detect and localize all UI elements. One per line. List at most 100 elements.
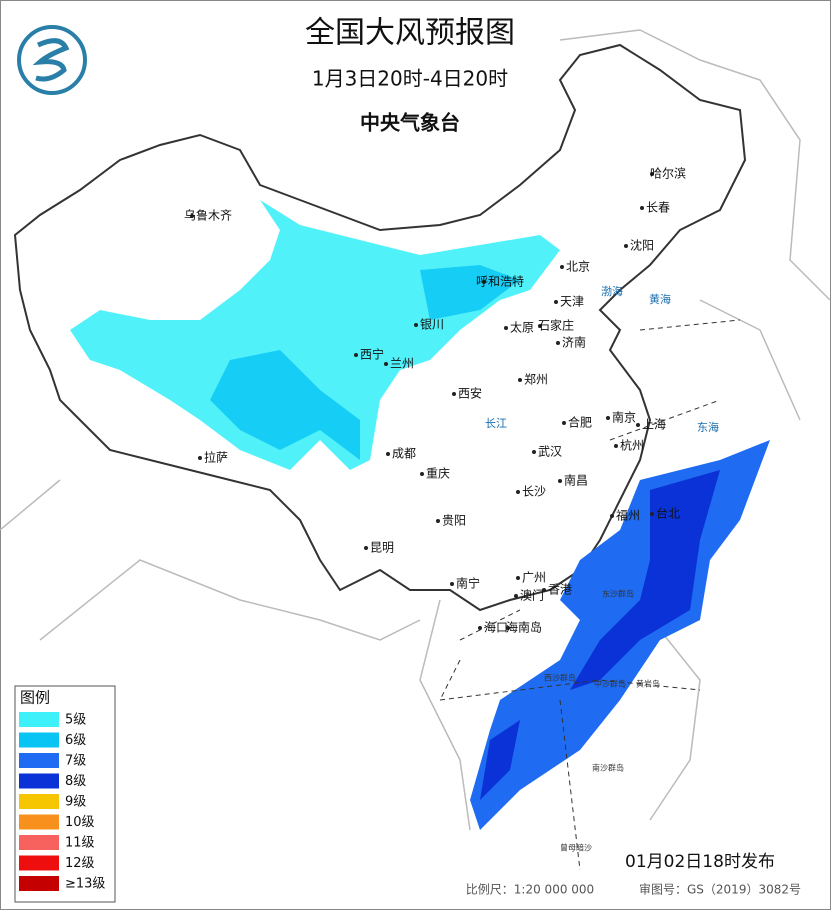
legend-title: 图例 bbox=[20, 689, 50, 707]
legend-swatch bbox=[19, 814, 59, 830]
city-label: 杭州 bbox=[620, 438, 644, 453]
legend-label: 8级 bbox=[65, 774, 86, 789]
city-label: 西宁 bbox=[360, 347, 384, 362]
city-label: 郑州 bbox=[524, 372, 548, 387]
city-dot bbox=[562, 421, 566, 425]
island-label: 中沙群岛 bbox=[594, 679, 626, 689]
city-dot bbox=[650, 512, 654, 516]
city-label: 呼和浩特 bbox=[476, 274, 524, 289]
city-label: 重庆 bbox=[426, 467, 450, 481]
city-label: 上海 bbox=[642, 417, 666, 432]
sea-boundaries bbox=[439, 319, 741, 871]
island-label: 西沙群岛 bbox=[544, 673, 576, 683]
city-label: 长沙 bbox=[522, 485, 546, 499]
wind-zone-5 bbox=[70, 200, 560, 470]
city-label: 福州 bbox=[616, 508, 640, 523]
wind-zone-6 bbox=[210, 265, 520, 460]
city-dot bbox=[354, 353, 358, 357]
city-label: 广州 bbox=[522, 571, 546, 585]
legend-label: 9级 bbox=[65, 795, 86, 810]
city-label: 北京 bbox=[566, 260, 590, 274]
city-label: 南宁 bbox=[456, 576, 480, 591]
city-dot bbox=[556, 341, 560, 345]
title: 全国大风预报图 bbox=[305, 16, 515, 51]
issuer: 中央气象台 bbox=[360, 111, 460, 135]
city-label: 贵阳 bbox=[442, 514, 466, 528]
island-label: 东沙群岛 bbox=[602, 589, 634, 599]
city-dot bbox=[606, 416, 610, 420]
issued: 01月02日18时发布 bbox=[625, 852, 775, 872]
city-dot bbox=[478, 626, 482, 630]
legend-label: 7级 bbox=[65, 754, 86, 769]
sea-label: 渤海 bbox=[601, 284, 623, 298]
island-label: 曾母暗沙 bbox=[560, 843, 592, 853]
review: 审图号：GS（2019）3082号 bbox=[639, 882, 801, 897]
city-dot bbox=[190, 214, 194, 218]
city-label: 合肥 bbox=[568, 415, 592, 430]
legend-swatch bbox=[19, 794, 59, 809]
sea-label: 东海 bbox=[697, 420, 719, 434]
wind-zone-8 bbox=[480, 470, 720, 800]
city-label: 香港 bbox=[548, 583, 572, 597]
city-label: 南昌 bbox=[564, 473, 588, 488]
city-dot bbox=[554, 300, 558, 304]
legend-swatch bbox=[19, 753, 59, 768]
city-dot bbox=[610, 514, 614, 518]
city-dot bbox=[414, 323, 418, 327]
city-label: 石家庄 bbox=[538, 318, 574, 333]
sea-label: 长江 bbox=[485, 417, 507, 430]
city-label: 南京 bbox=[612, 410, 636, 425]
legend-label: ≥13级 bbox=[65, 877, 105, 892]
city-label: 哈尔滨 bbox=[650, 166, 686, 181]
city-dot bbox=[518, 378, 522, 382]
city-label: 拉萨 bbox=[204, 450, 228, 465]
city-dot bbox=[364, 546, 368, 550]
city-label: 沈阳 bbox=[630, 238, 654, 253]
city-dot bbox=[624, 244, 628, 248]
island-label: 黄岩岛 bbox=[636, 679, 660, 689]
city-label: 银川 bbox=[420, 318, 444, 332]
legend-swatch bbox=[19, 732, 59, 748]
city-label: 海口 bbox=[484, 620, 508, 635]
city-dot bbox=[538, 324, 542, 328]
city-dot bbox=[532, 450, 536, 454]
legend-swatch bbox=[19, 712, 59, 727]
scale: 比例尺：1:20 000 000 bbox=[466, 883, 594, 897]
city-dot bbox=[636, 423, 640, 427]
legend-label: 6级 bbox=[65, 733, 86, 748]
city-dot bbox=[558, 479, 562, 483]
city-dot bbox=[650, 172, 654, 176]
logo-mark bbox=[32, 38, 70, 82]
city-label: 长春 bbox=[646, 201, 670, 215]
legend-swatch bbox=[19, 855, 59, 871]
neighbor-borders bbox=[0, 29, 831, 831]
legend-label: 5级 bbox=[65, 713, 86, 728]
city-label: 昆明 bbox=[370, 541, 394, 555]
city-dot bbox=[614, 444, 618, 448]
city-label: 乌鲁木齐 bbox=[184, 208, 232, 223]
subtitle: 1月3日20时-4日20时 bbox=[312, 67, 508, 91]
city-label: 澳门 bbox=[520, 588, 544, 603]
city-label: 武汉 bbox=[538, 445, 562, 459]
city-label: 济南 bbox=[562, 335, 586, 350]
city-dot bbox=[516, 490, 520, 494]
city-dot bbox=[514, 594, 518, 598]
legend-swatch bbox=[19, 835, 59, 850]
city-dot bbox=[516, 576, 520, 580]
city-dot bbox=[640, 206, 644, 210]
legend-label: 10级 bbox=[65, 815, 95, 830]
city-dot bbox=[560, 265, 564, 269]
legend-swatch bbox=[19, 876, 59, 891]
city-dot bbox=[542, 588, 546, 592]
city-dot bbox=[198, 456, 202, 460]
city-label: 太原 bbox=[510, 320, 534, 335]
legend-swatch bbox=[19, 773, 59, 789]
city-label: 台北 bbox=[656, 506, 680, 521]
city-label: 兰州 bbox=[390, 357, 414, 371]
city-dot bbox=[452, 392, 456, 396]
city-dot bbox=[450, 582, 454, 586]
city-dot bbox=[384, 362, 388, 366]
city-dot bbox=[506, 626, 510, 630]
city-dot bbox=[482, 280, 486, 284]
